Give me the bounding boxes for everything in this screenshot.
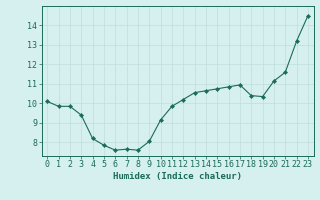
X-axis label: Humidex (Indice chaleur): Humidex (Indice chaleur) bbox=[113, 172, 242, 181]
